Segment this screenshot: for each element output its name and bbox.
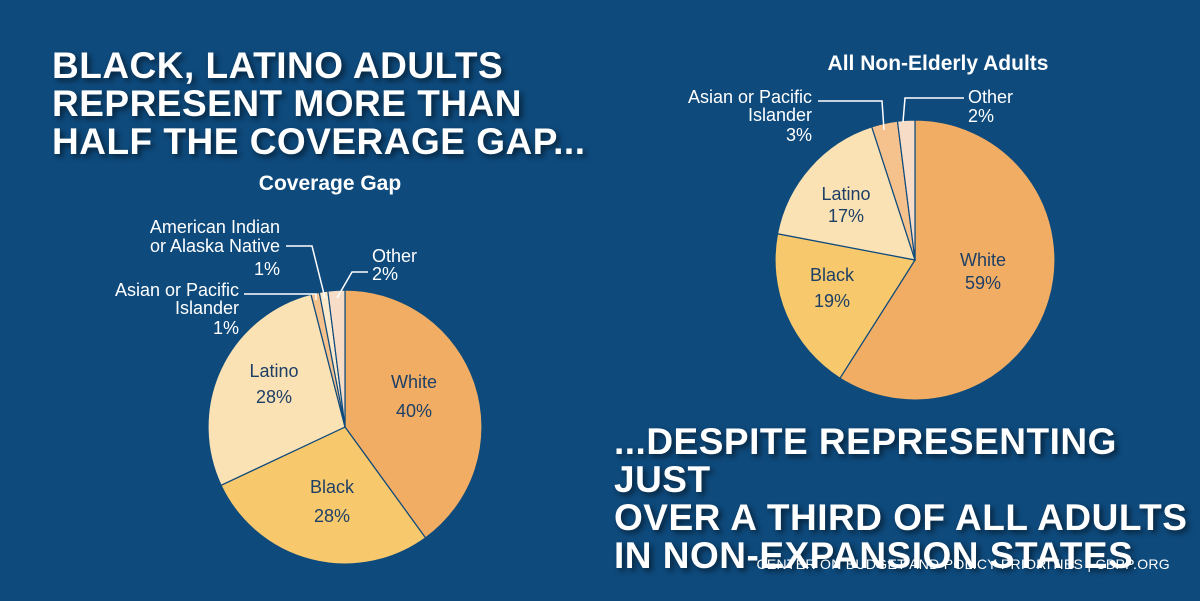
slice-label-asian-or-pacific-islander: Asian or Pacific Islander: [688, 87, 812, 125]
chart-title-coverage-gap: Coverage Gap: [258, 172, 402, 195]
pie-slice-black: [220, 426, 427, 565]
leader-line-other: [902, 97, 964, 123]
slice-value-white: 59%: [965, 273, 1001, 293]
slice-label-black: Black: [810, 265, 855, 285]
slice-label-american-indian-or-alaska-native: American Indian or Alaska Native: [150, 217, 280, 256]
pie-slice-latino: [207, 293, 346, 487]
pie-chart-coverage-gap: White 40% Black 28% Latino 28% Asian or Pacifi…: [115, 217, 483, 565]
leader-line-american-indian-or-alaska-native: [286, 245, 326, 299]
slice-value-white: 40%: [396, 401, 432, 421]
pie-slice-other: [896, 119, 916, 261]
leader-line-asian-or-pacific-islander: [244, 293, 317, 300]
leader-line-asian-or-pacific-islander: [818, 100, 885, 131]
slice-value-asian-or-pacific-islander: 3%: [786, 125, 812, 145]
slice-value-american-indian-or-alaska-native: 1%: [254, 259, 280, 279]
leader-line-other: [336, 271, 368, 299]
headline-left: Black, Latino Adults Represent More Than…: [52, 45, 586, 162]
slice-value-other: 2%: [372, 264, 398, 284]
headline-right: ...Despite Representing Just Over a Thir…: [614, 421, 1188, 576]
chart-title-non-elderly-adults: All Non-Elderly Adults: [827, 52, 1049, 75]
pie-slice-other: [327, 289, 346, 428]
slice-value-black: 28%: [314, 506, 350, 526]
slice-value-latino: 28%: [256, 387, 292, 407]
slice-label-white: White: [391, 372, 437, 392]
slice-value-asian-or-pacific-islander: 1%: [213, 318, 239, 338]
pie-slice-white: [344, 289, 483, 539]
slice-label-asian-or-pacific-islander: Asian or Pacific Islander: [115, 280, 239, 318]
slice-value-other: 2%: [968, 106, 994, 126]
slice-label-other: Other: [968, 87, 1013, 107]
pie-slice-black: [774, 233, 916, 380]
slice-value-black: 19%: [814, 291, 850, 311]
footer-credit: CENTER ON BUDGET AND POLICY PRIORITIES |…: [756, 556, 1170, 572]
slice-value-latino: 17%: [828, 206, 864, 226]
pie-slice-latino: [776, 126, 916, 261]
slice-label-latino: Latino: [249, 361, 298, 381]
slice-label-white: White: [960, 250, 1006, 270]
slice-label-black: Black: [310, 477, 355, 497]
slice-label-latino: Latino: [821, 184, 870, 204]
slice-label-other: Other: [372, 246, 417, 266]
pie-slice-white: [839, 119, 1056, 401]
